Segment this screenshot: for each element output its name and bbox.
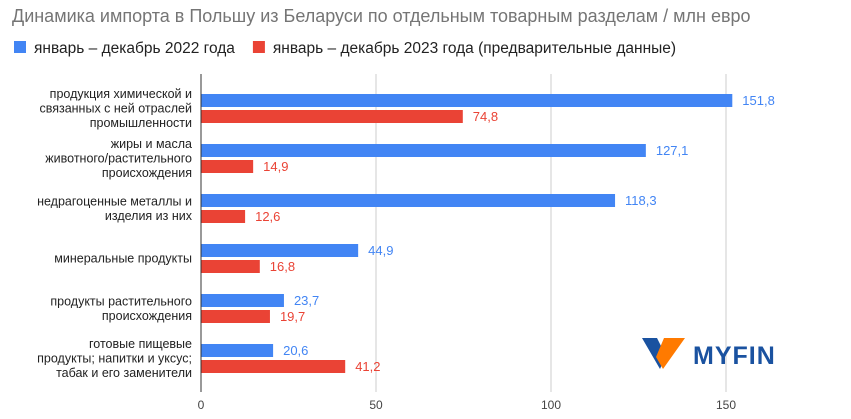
- bar: [201, 160, 254, 173]
- bar: [201, 310, 270, 323]
- data-label: 74,8: [473, 109, 498, 124]
- legend-swatch: [14, 41, 26, 53]
- category-label: происхождения: [102, 309, 192, 323]
- bar: [201, 194, 616, 207]
- x-tick-label: 100: [541, 398, 561, 412]
- legend-label: январь – декабрь 2022 года: [34, 40, 235, 57]
- data-label: 19,7: [280, 309, 305, 324]
- category-label: готовые пищевые: [89, 337, 192, 351]
- bar: [201, 344, 274, 357]
- bar: [201, 110, 463, 123]
- category-label: недрагоценные металлы и: [37, 194, 192, 208]
- bar: [201, 260, 260, 273]
- x-tick-label: 150: [716, 398, 736, 412]
- legend-swatch: [252, 41, 265, 53]
- data-label: 20,6: [283, 343, 308, 358]
- bar: [201, 144, 646, 157]
- logo-mark-orange: [656, 338, 685, 369]
- data-label: 41,2: [355, 359, 380, 374]
- category-label: табак и его заменители: [56, 366, 192, 380]
- x-tick-label: 50: [369, 398, 383, 412]
- category-label: продукты растительного: [50, 294, 192, 308]
- data-label: 16,8: [270, 259, 295, 274]
- category-label: промышленности: [90, 116, 192, 130]
- data-label: 12,6: [255, 209, 280, 224]
- bar: [201, 294, 284, 307]
- category-label: происхождения: [102, 166, 192, 180]
- legend-label: январь – декабрь 2023 года (предваритель…: [273, 40, 676, 57]
- chart-title: Динамика импорта в Польшу из Беларуси по…: [12, 6, 751, 26]
- category-label: продукты; напитки и уксус;: [37, 352, 192, 366]
- data-label: 14,9: [263, 159, 288, 174]
- bar: [201, 360, 346, 373]
- bar: [201, 244, 359, 257]
- data-label: 23,7: [294, 293, 319, 308]
- bar: [201, 210, 246, 223]
- category-label: животного/растительного: [45, 152, 192, 166]
- category-label: изделия из них: [105, 209, 193, 223]
- category-label: связанных с ней отраслей: [39, 102, 192, 116]
- bar: [201, 94, 733, 107]
- data-label: 151,8: [742, 93, 775, 108]
- x-tick-label: 0: [198, 398, 205, 412]
- category-label: продукция химической и: [50, 87, 192, 101]
- data-label: 118,3: [625, 193, 657, 208]
- data-label: 44,9: [368, 243, 393, 258]
- category-label: минеральные продукты: [54, 252, 192, 266]
- category-label: жиры и масла: [111, 137, 192, 151]
- logo-text: MYFIN: [693, 342, 776, 370]
- data-label: 127,1: [656, 143, 689, 158]
